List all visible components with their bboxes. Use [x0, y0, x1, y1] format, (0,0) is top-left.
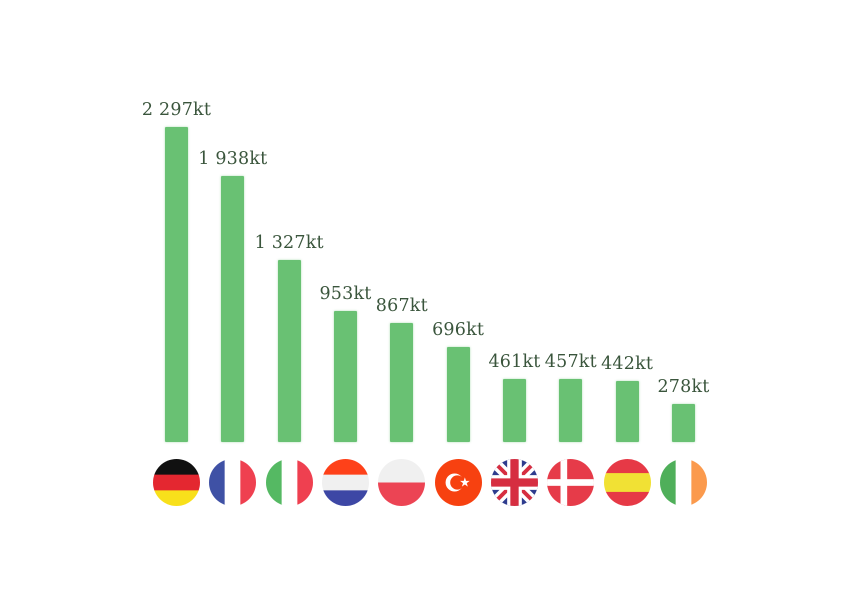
flag-germany-icon [153, 459, 200, 506]
value-label-italy: 1 327kt [254, 232, 324, 253]
flag-spain-icon [603, 459, 651, 506]
flag-poland-icon [378, 459, 426, 506]
bar-poland [390, 323, 414, 442]
value-label-denmark: 457kt [544, 351, 597, 372]
value-label-ireland: 278kt [657, 376, 710, 397]
flag-ireland-icon [660, 459, 707, 506]
bar-spain [615, 381, 639, 442]
value-label-turkey: 696kt [432, 319, 485, 340]
bar-germany [165, 127, 188, 442]
flag-france-icon [209, 459, 257, 506]
value-label-spain: 442kt [601, 353, 654, 374]
bar-netherlands [334, 311, 357, 442]
value-label-france: 1 938kt [198, 148, 268, 169]
flag-italy-icon [265, 459, 313, 506]
bar-italy [277, 260, 301, 442]
flag-turkey-icon [434, 459, 482, 506]
value-label-germany: 2 297kt [141, 99, 212, 120]
bar-ireland [672, 404, 695, 442]
value-label-netherlands: 953kt [319, 283, 372, 304]
bar-turkey [446, 347, 470, 442]
flag-united-kingdom-icon [491, 459, 538, 506]
flag-denmark-icon [547, 459, 595, 506]
bar-denmark [559, 379, 583, 442]
flag-netherlands-icon [322, 459, 369, 506]
bar-france [221, 176, 245, 442]
value-label-poland: 867kt [375, 295, 428, 316]
value-label-united-kingdom: 461kt [488, 351, 541, 372]
bar-united-kingdom [503, 379, 526, 442]
